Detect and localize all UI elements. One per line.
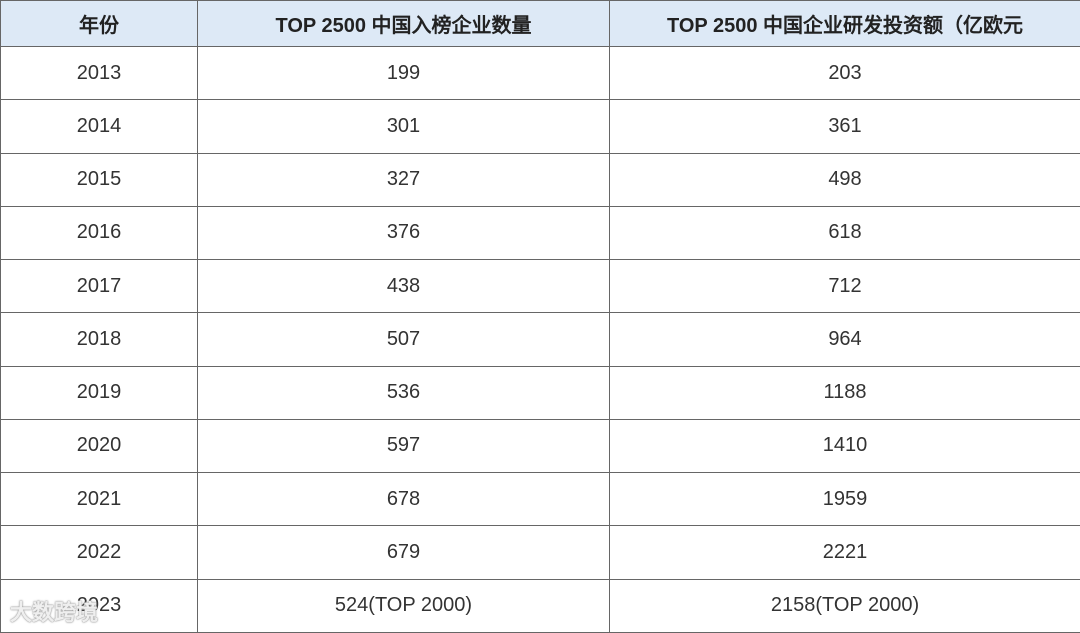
table-cell: 2014: [0, 99, 198, 154]
table-cell: 964: [609, 312, 1080, 367]
header-cell: TOP 2500 中国企业研发投资额（亿欧元: [609, 0, 1080, 47]
table-row: 2018 507 964: [0, 312, 1080, 367]
table-cell: 376: [197, 205, 610, 261]
table-row: 2017 438 712: [0, 259, 1080, 314]
table-cell: 361: [609, 99, 1080, 154]
table-cell: 498: [609, 152, 1080, 207]
table-cell: 2023: [0, 578, 198, 633]
table-cell: 301: [197, 99, 610, 154]
table-cell: 536: [197, 365, 610, 420]
table-cell: 1410: [609, 418, 1080, 474]
table-cell: 203: [609, 45, 1080, 101]
table-cell: 507: [197, 312, 610, 367]
table-cell: 524(TOP 2000): [197, 578, 610, 633]
table-row: 2021 678 1959: [0, 472, 1080, 527]
table-cell: 679: [197, 525, 610, 580]
table-cell: 2017: [0, 259, 198, 314]
table-body: 2013 199 203 2014 301 361 2015 327 498 2016 376 618…: [0, 45, 1080, 633]
header-cell: TOP 2500 中国入榜企业数量: [197, 0, 610, 47]
header-cell: 年份: [0, 0, 198, 47]
table-cell: 618: [609, 205, 1080, 261]
table-cell: 2016: [0, 205, 198, 261]
table-cell: 678: [197, 472, 610, 527]
table-cell: 199: [197, 45, 610, 101]
table-cell: 2013: [0, 45, 198, 101]
table-row: 2022 679 2221: [0, 525, 1080, 580]
table-cell: 597: [197, 418, 610, 474]
table-cell: 2019: [0, 365, 198, 420]
table-cell: 327: [197, 152, 610, 207]
table-cell: 438: [197, 259, 610, 314]
table-cell: 2021: [0, 472, 198, 527]
table-header: 年份 TOP 2500 中国入榜企业数量 TOP 2500 中国企业研发投资额（亿欧…: [0, 0, 1080, 47]
table-cell: 2020: [0, 418, 198, 474]
table-cell: 1188: [609, 365, 1080, 420]
table-row: 2023 524(TOP 2000) 2158(TOP 2000): [0, 578, 1080, 633]
table-cell: 2158(TOP 2000): [609, 578, 1080, 633]
table-row: 2014 301 361: [0, 99, 1080, 154]
table-cell: 712: [609, 259, 1080, 314]
watermark: 大数跨境: [10, 600, 99, 625]
table-row: 2019 536 1188: [0, 365, 1080, 420]
table-cell: 1959: [609, 472, 1080, 527]
table-cell: 2221: [609, 525, 1080, 580]
table-row: 2015 327 498: [0, 152, 1080, 207]
table-cell: 2018: [0, 312, 198, 367]
table-cell: 2022: [0, 525, 198, 580]
header-row: 年份 TOP 2500 中国入榜企业数量 TOP 2500 中国企业研发投资额（亿欧…: [0, 0, 1080, 47]
table-cell: 2015: [0, 152, 198, 207]
table-row: 2020 597 1410: [0, 418, 1080, 474]
table-row: 2016 376 618: [0, 205, 1080, 261]
table-row: 2013 199 203: [0, 45, 1080, 101]
